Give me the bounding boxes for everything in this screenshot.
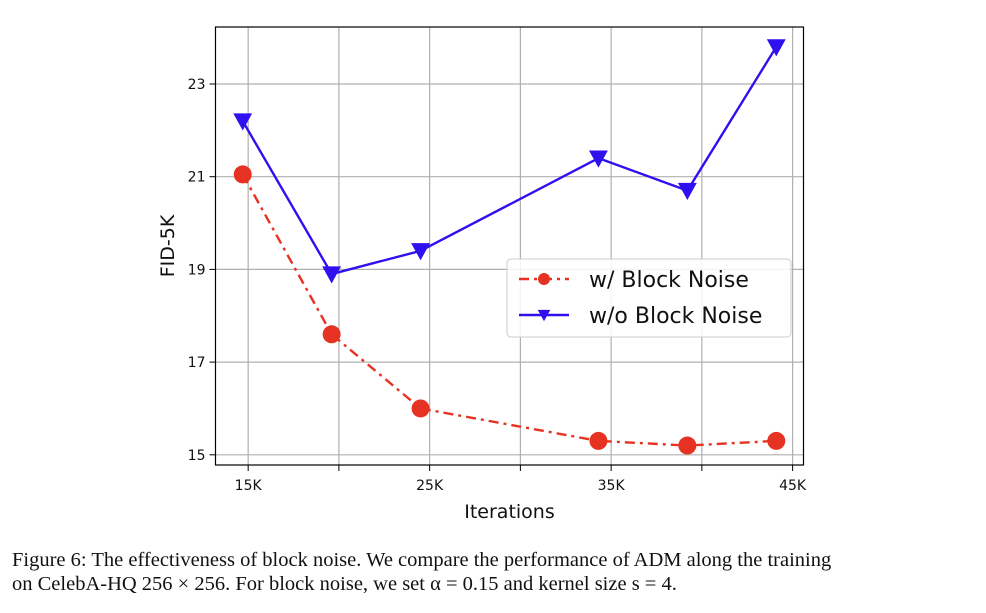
series-with-block-noise: [233, 165, 786, 455]
y-tick-label: 23: [188, 77, 206, 93]
data-point: [767, 431, 786, 450]
y-tick-label: 21: [188, 170, 206, 186]
series-without-block-noise: [233, 39, 786, 284]
data-point: [411, 399, 430, 418]
x-tick-label: 15K: [235, 478, 263, 494]
caption-line-2: on CelebA-HQ 256 × 256. For block noise,…: [12, 573, 677, 595]
legend-circle-marker: [538, 273, 550, 285]
data-point: [589, 431, 608, 450]
legend: w/ Block Noise w/o Block Noise: [506, 258, 792, 338]
y-tick-label: 15: [188, 448, 206, 464]
legend-label: w/ Block Noise: [589, 268, 749, 293]
series-line: [241, 46, 778, 276]
x-tick-label: 45K: [779, 478, 807, 494]
ticks: 15K 25K 35K 45K 15 17 19 21 23: [188, 77, 807, 494]
figure-caption: Figure 6: The effectiveness of block noi…: [12, 548, 986, 596]
caption-line-1: Figure 6: The effectiveness of block noi…: [12, 549, 832, 571]
data-point: [766, 39, 786, 57]
axes-frame: [214, 26, 805, 466]
data-point: [233, 165, 252, 184]
data-point: [678, 436, 697, 455]
x-tick-label: 35K: [598, 478, 626, 494]
y-tick-label: 17: [188, 355, 206, 371]
data-point: [677, 182, 697, 201]
y-tick-label: 19: [188, 262, 206, 278]
data-point: [233, 113, 253, 131]
x-tick-label: 25K: [416, 478, 444, 494]
data-point: [411, 243, 431, 261]
grid: [215, 27, 804, 465]
data-point: [322, 266, 342, 284]
x-axis-label: Iterations: [464, 501, 555, 523]
chart: 15K 25K 35K 45K 15 17 19 21 23 Iterations FID-5K…: [157, 26, 807, 523]
series-line: [241, 173, 777, 447]
legend-item: w/ Block Noise: [519, 268, 749, 293]
y-axis-label: FID-5K: [157, 214, 179, 277]
legend-box: [506, 258, 792, 338]
legend-triangle-marker: [537, 309, 551, 322]
data-point: [322, 325, 341, 344]
legend-label: w/o Block Noise: [589, 304, 762, 329]
data-point: [588, 150, 608, 168]
legend-item: w/o Block Noise: [519, 304, 762, 329]
series-layer: [233, 39, 786, 455]
